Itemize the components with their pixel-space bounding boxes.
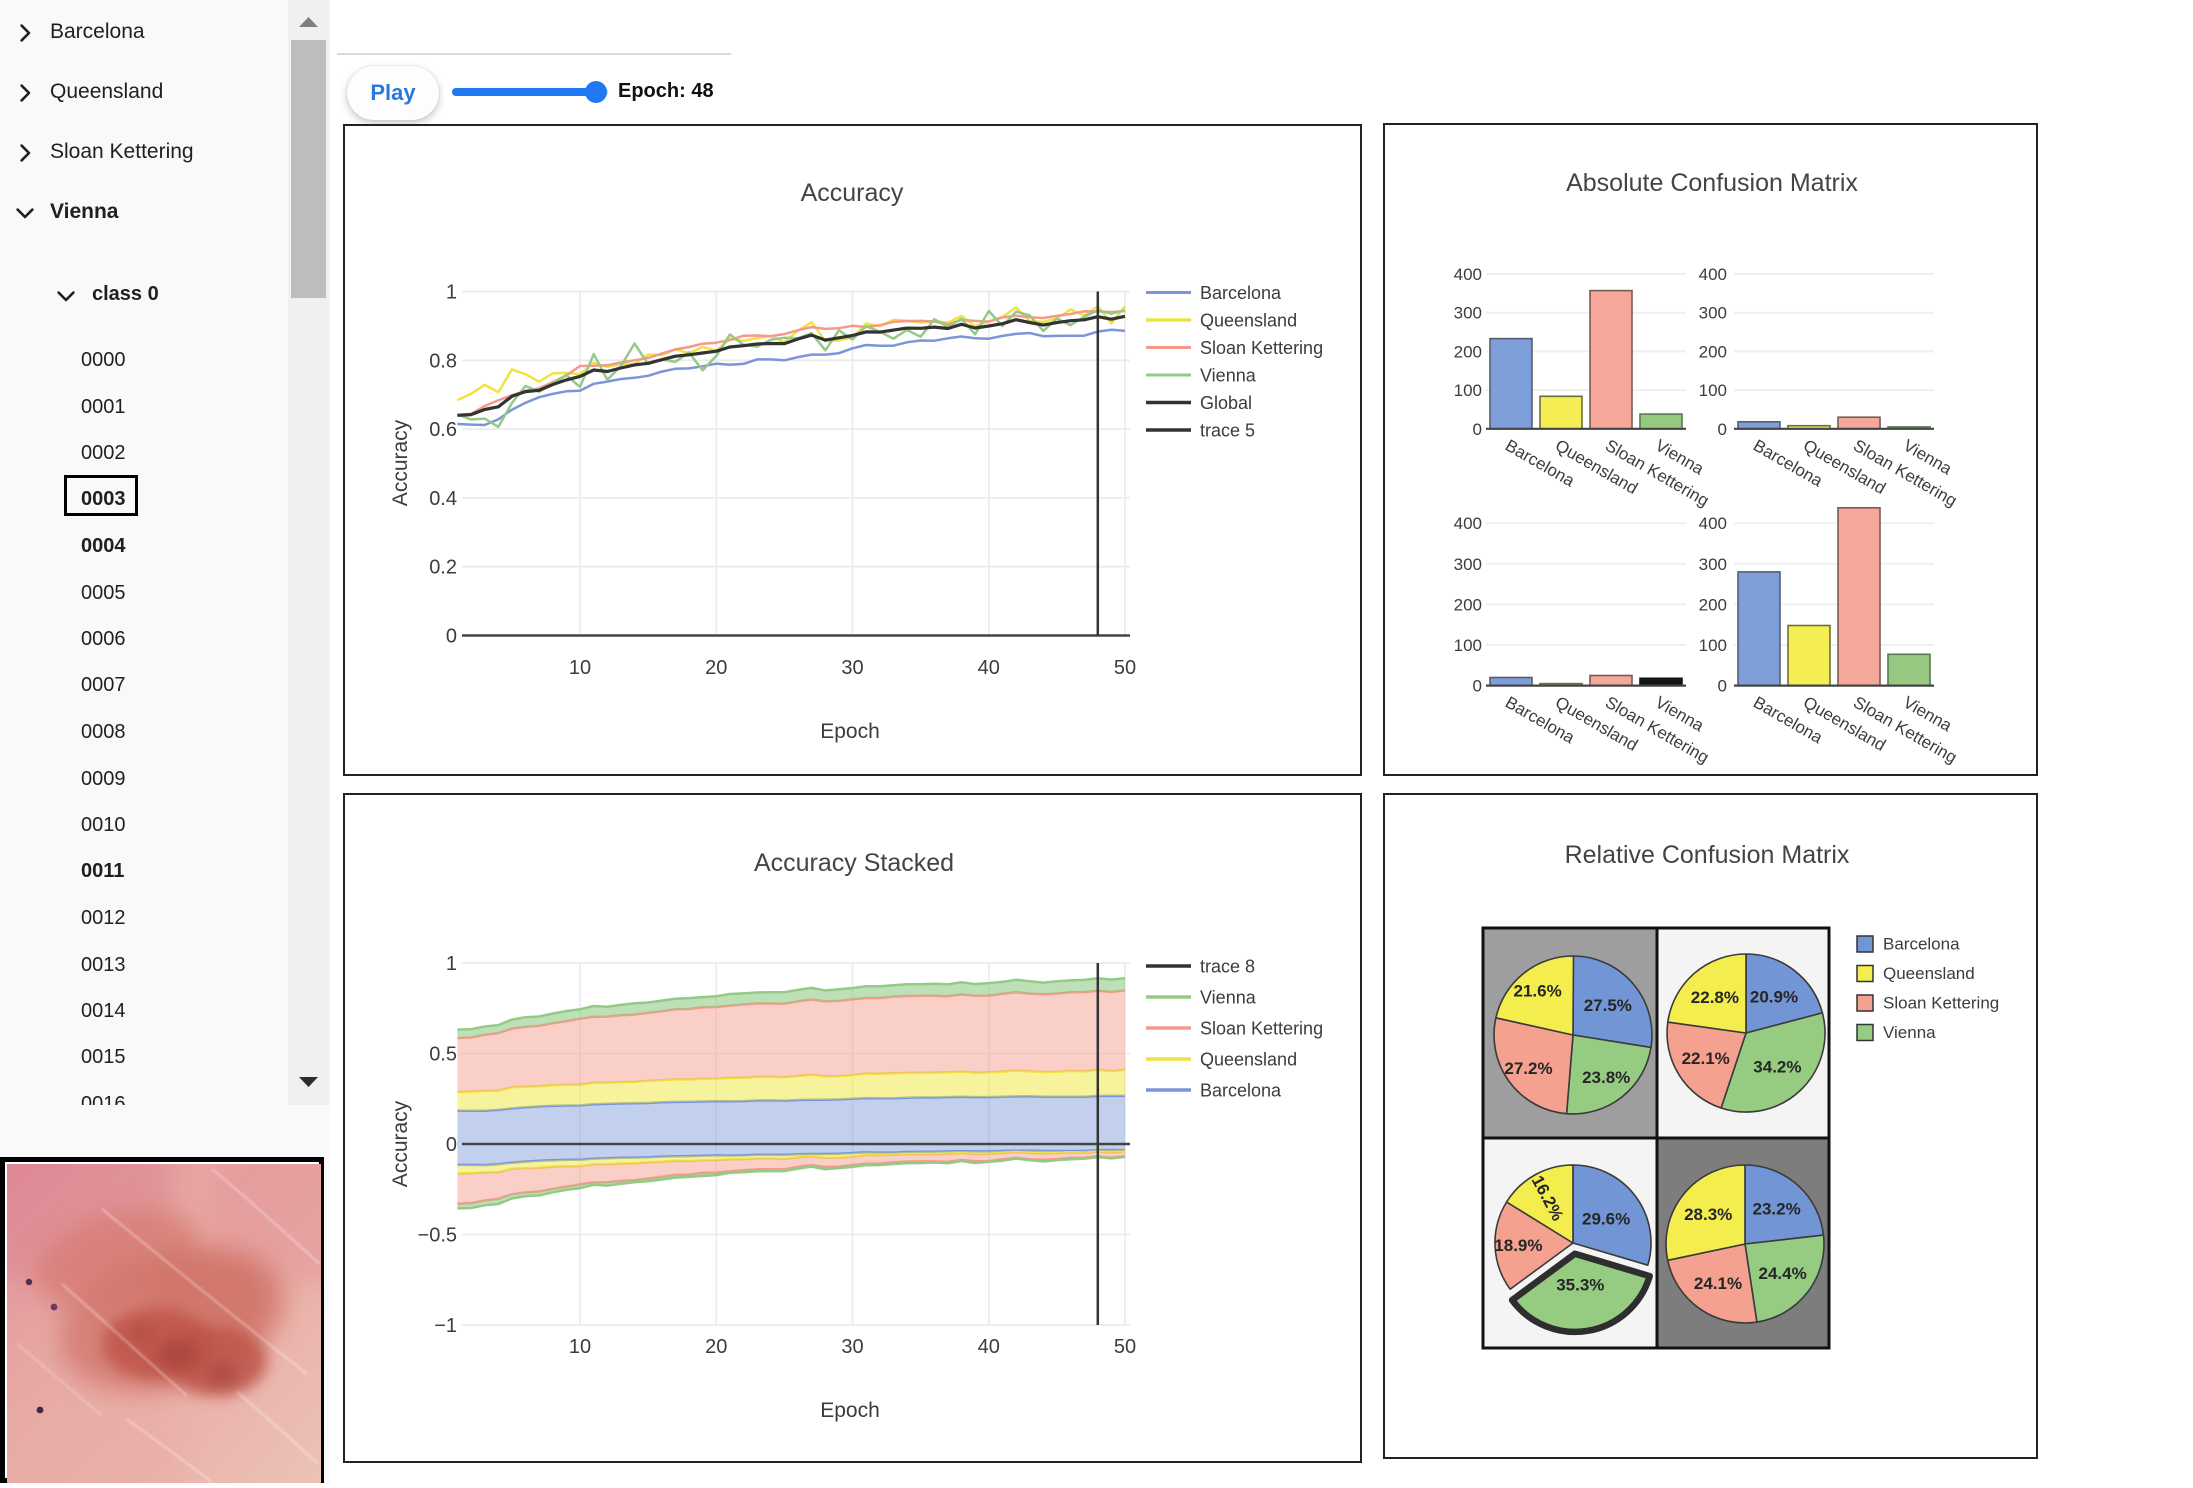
svg-text:400: 400 xyxy=(1699,265,1727,284)
svg-text:trace 8: trace 8 xyxy=(1200,957,1255,977)
svg-text:0: 0 xyxy=(1473,420,1482,439)
svg-text:100: 100 xyxy=(1699,636,1727,655)
svg-text:0: 0 xyxy=(1718,420,1727,439)
svg-text:200: 200 xyxy=(1454,342,1482,361)
svg-text:22.8%: 22.8% xyxy=(1691,988,1739,1007)
svg-text:Accuracy: Accuracy xyxy=(801,179,904,207)
svg-text:200: 200 xyxy=(1699,595,1727,614)
svg-text:30: 30 xyxy=(841,657,863,679)
svg-text:1: 1 xyxy=(446,953,457,975)
svg-text:Accuracy: Accuracy xyxy=(389,1100,412,1187)
svg-text:−1: −1 xyxy=(434,1315,457,1337)
svg-text:Queensland: Queensland xyxy=(1200,311,1297,331)
svg-text:27.5%: 27.5% xyxy=(1584,996,1632,1015)
svg-text:0.6: 0.6 xyxy=(429,419,457,441)
svg-text:30: 30 xyxy=(841,1336,863,1358)
svg-text:50: 50 xyxy=(1114,657,1136,679)
svg-text:200: 200 xyxy=(1699,342,1727,361)
svg-text:28.3%: 28.3% xyxy=(1684,1205,1732,1224)
svg-text:24.4%: 24.4% xyxy=(1758,1264,1806,1283)
svg-text:1: 1 xyxy=(446,282,457,304)
svg-text:Barcelona: Barcelona xyxy=(1200,283,1282,303)
svg-text:23.8%: 23.8% xyxy=(1582,1068,1630,1087)
svg-text:100: 100 xyxy=(1454,636,1482,655)
svg-text:Sloan Kettering: Sloan Kettering xyxy=(1200,1019,1323,1039)
svg-text:0: 0 xyxy=(1473,677,1482,696)
svg-text:0: 0 xyxy=(1718,677,1727,696)
svg-text:35.3%: 35.3% xyxy=(1556,1276,1604,1295)
svg-text:29.6%: 29.6% xyxy=(1582,1209,1630,1228)
svg-text:Accuracy: Accuracy xyxy=(389,419,412,506)
svg-text:20.9%: 20.9% xyxy=(1750,988,1798,1007)
svg-text:20: 20 xyxy=(705,1336,727,1358)
svg-text:300: 300 xyxy=(1699,304,1727,323)
svg-text:27.2%: 27.2% xyxy=(1504,1059,1552,1078)
svg-text:0: 0 xyxy=(446,1134,457,1156)
svg-text:400: 400 xyxy=(1454,265,1482,284)
svg-text:Global: Global xyxy=(1200,393,1252,413)
svg-text:300: 300 xyxy=(1454,304,1482,323)
svg-text:Barcelona: Barcelona xyxy=(1883,935,1960,954)
svg-text:100: 100 xyxy=(1699,381,1727,400)
svg-text:0.2: 0.2 xyxy=(429,557,457,579)
svg-text:Relative Confusion Matrix: Relative Confusion Matrix xyxy=(1565,841,1850,869)
svg-text:22.1%: 22.1% xyxy=(1682,1049,1730,1068)
svg-text:Sloan Kettering: Sloan Kettering xyxy=(1883,994,1999,1013)
svg-text:Epoch: Epoch xyxy=(820,1399,880,1422)
svg-text:Epoch: Epoch xyxy=(820,720,880,743)
svg-text:20: 20 xyxy=(705,657,727,679)
svg-text:34.2%: 34.2% xyxy=(1753,1057,1801,1076)
svg-text:Vienna: Vienna xyxy=(1200,366,1257,386)
svg-text:trace 5: trace 5 xyxy=(1200,421,1255,441)
svg-text:Accuracy Stacked: Accuracy Stacked xyxy=(754,849,954,877)
svg-text:21.6%: 21.6% xyxy=(1513,982,1561,1001)
svg-text:Sloan Kettering: Sloan Kettering xyxy=(1200,338,1323,358)
svg-text:Barcelona: Barcelona xyxy=(1200,1081,1282,1101)
svg-text:40: 40 xyxy=(978,1336,1000,1358)
svg-text:10: 10 xyxy=(569,657,591,679)
svg-text:0: 0 xyxy=(446,626,457,648)
svg-text:100: 100 xyxy=(1454,381,1482,400)
svg-text:200: 200 xyxy=(1454,595,1482,614)
svg-text:300: 300 xyxy=(1454,555,1482,574)
svg-text:40: 40 xyxy=(978,657,1000,679)
svg-text:300: 300 xyxy=(1699,555,1727,574)
svg-text:Queensland: Queensland xyxy=(1883,964,1975,983)
svg-text:Absolute Confusion Matrix: Absolute Confusion Matrix xyxy=(1566,169,1858,197)
svg-text:24.1%: 24.1% xyxy=(1694,1274,1742,1293)
svg-text:18.9%: 18.9% xyxy=(1494,1236,1542,1255)
svg-text:Vienna: Vienna xyxy=(1200,988,1257,1008)
svg-text:0.5: 0.5 xyxy=(429,1044,457,1066)
svg-text:0.4: 0.4 xyxy=(429,488,457,510)
svg-text:0.8: 0.8 xyxy=(429,350,457,372)
svg-text:−0.5: −0.5 xyxy=(418,1225,457,1247)
svg-text:10: 10 xyxy=(569,1336,591,1358)
svg-text:400: 400 xyxy=(1454,514,1482,533)
svg-text:50: 50 xyxy=(1114,1336,1136,1358)
svg-text:400: 400 xyxy=(1699,514,1727,533)
svg-text:23.2%: 23.2% xyxy=(1752,1200,1800,1219)
svg-text:Queensland: Queensland xyxy=(1200,1050,1297,1070)
svg-text:Vienna: Vienna xyxy=(1883,1023,1936,1042)
